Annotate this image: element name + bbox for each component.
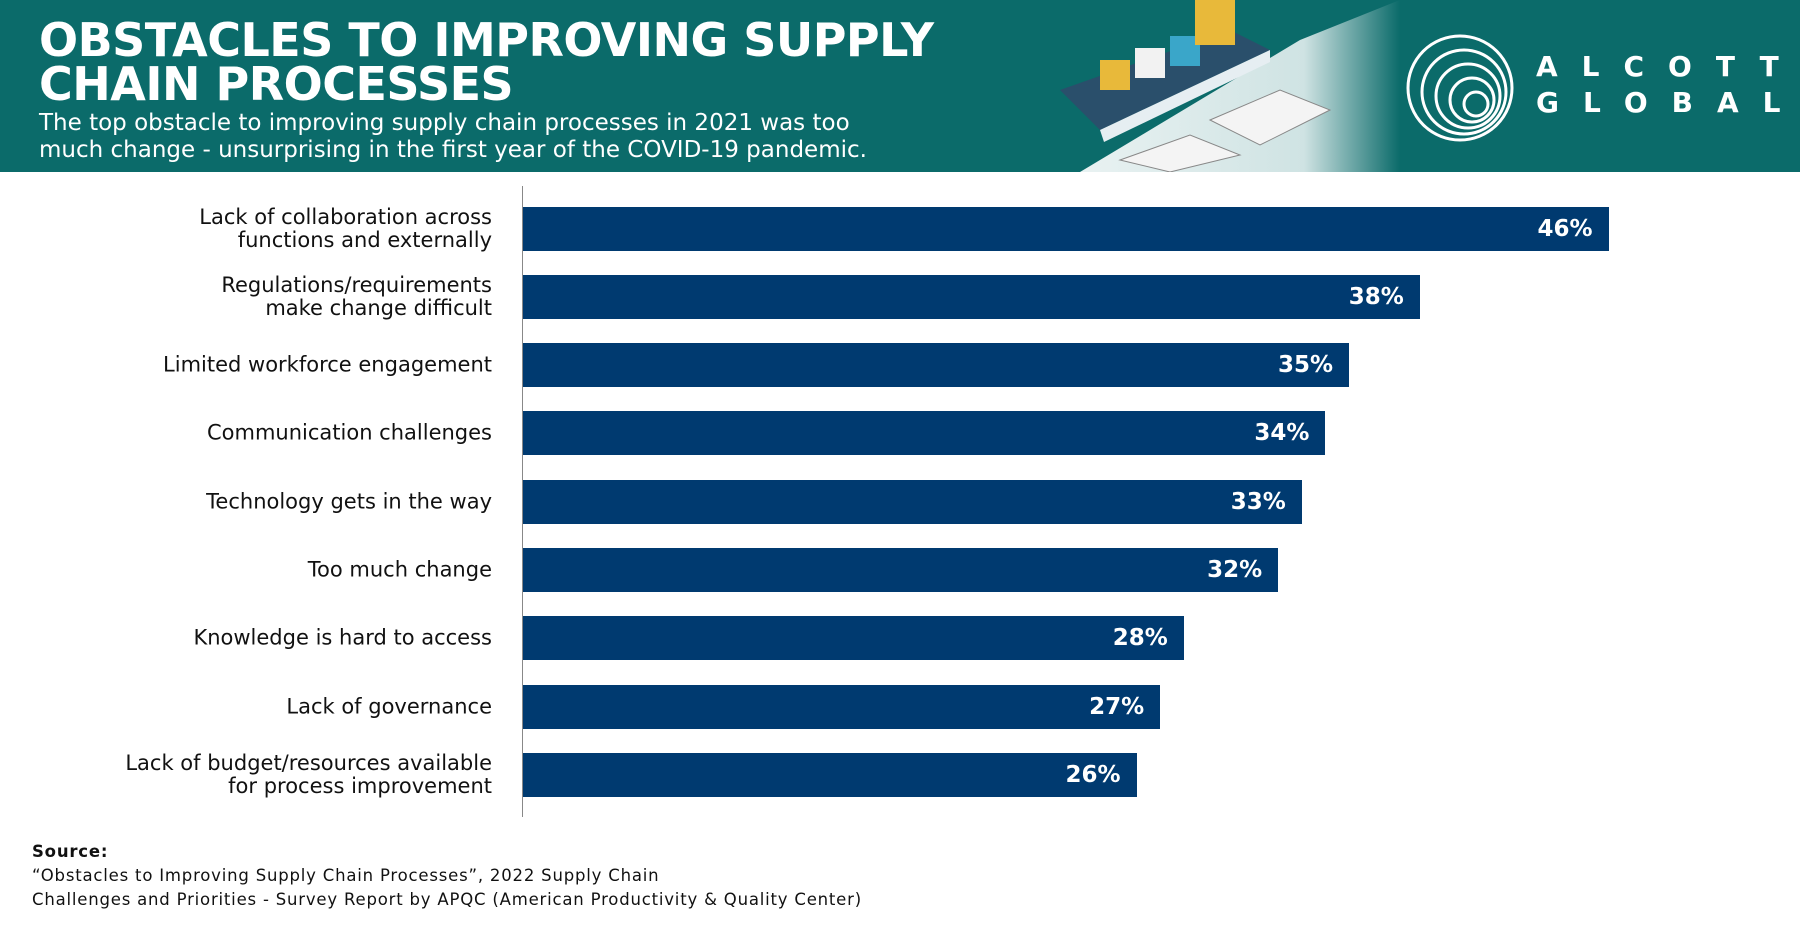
category-label: Lack of collaboration across functions a… [199, 204, 492, 252]
value-label: 46% [1537, 215, 1593, 242]
source-text: Challenges and Priorities - Survey Repor… [32, 890, 862, 909]
bar [523, 548, 1279, 592]
category-label: Technology gets in the way [206, 489, 492, 514]
category-label: Regulations/requirements make change dif… [221, 272, 492, 320]
value-label: 35% [1277, 352, 1333, 379]
bar [523, 343, 1349, 388]
value-label: 28% [1112, 625, 1168, 652]
category-label: Communication challenges [206, 420, 492, 445]
logo-text: GLOBAL [1536, 86, 1800, 119]
illustration [1060, 0, 1400, 172]
logo-text: ALCOTT [1536, 50, 1800, 83]
bar [523, 274, 1420, 319]
value-label: 27% [1089, 693, 1145, 720]
value-label: 33% [1230, 488, 1286, 515]
chart-subtitle: The top obstacle to improving supply cha… [39, 110, 867, 163]
source-label: Source: [32, 842, 109, 861]
category-label: Knowledge is hard to access [193, 625, 492, 650]
bar [523, 616, 1184, 661]
bar [523, 479, 1302, 524]
chart-title: OBSTACLES TO IMPROVING SUPPLY CHAIN PROC… [39, 13, 934, 111]
source-text: “Obstacles to Improving Supply Chain Pro… [32, 866, 660, 885]
value-label: 34% [1254, 420, 1310, 447]
bar [523, 206, 1609, 251]
logo-mark [1406, 34, 1514, 142]
value-label: 26% [1065, 761, 1121, 788]
bar [523, 752, 1137, 797]
category-label: Lack of governance [286, 694, 492, 719]
bar [523, 684, 1161, 729]
category-label: Lack of budget/resources available for p… [125, 750, 492, 798]
axis-line [522, 186, 523, 817]
header: OBSTACLES TO IMPROVING SUPPLY CHAIN PROC… [0, 0, 1800, 172]
category-label: Too much change [307, 557, 492, 582]
value-label: 38% [1348, 283, 1404, 310]
bar [523, 411, 1326, 456]
value-label: 32% [1207, 557, 1263, 583]
category-label: Limited workforce engagement [163, 352, 492, 377]
